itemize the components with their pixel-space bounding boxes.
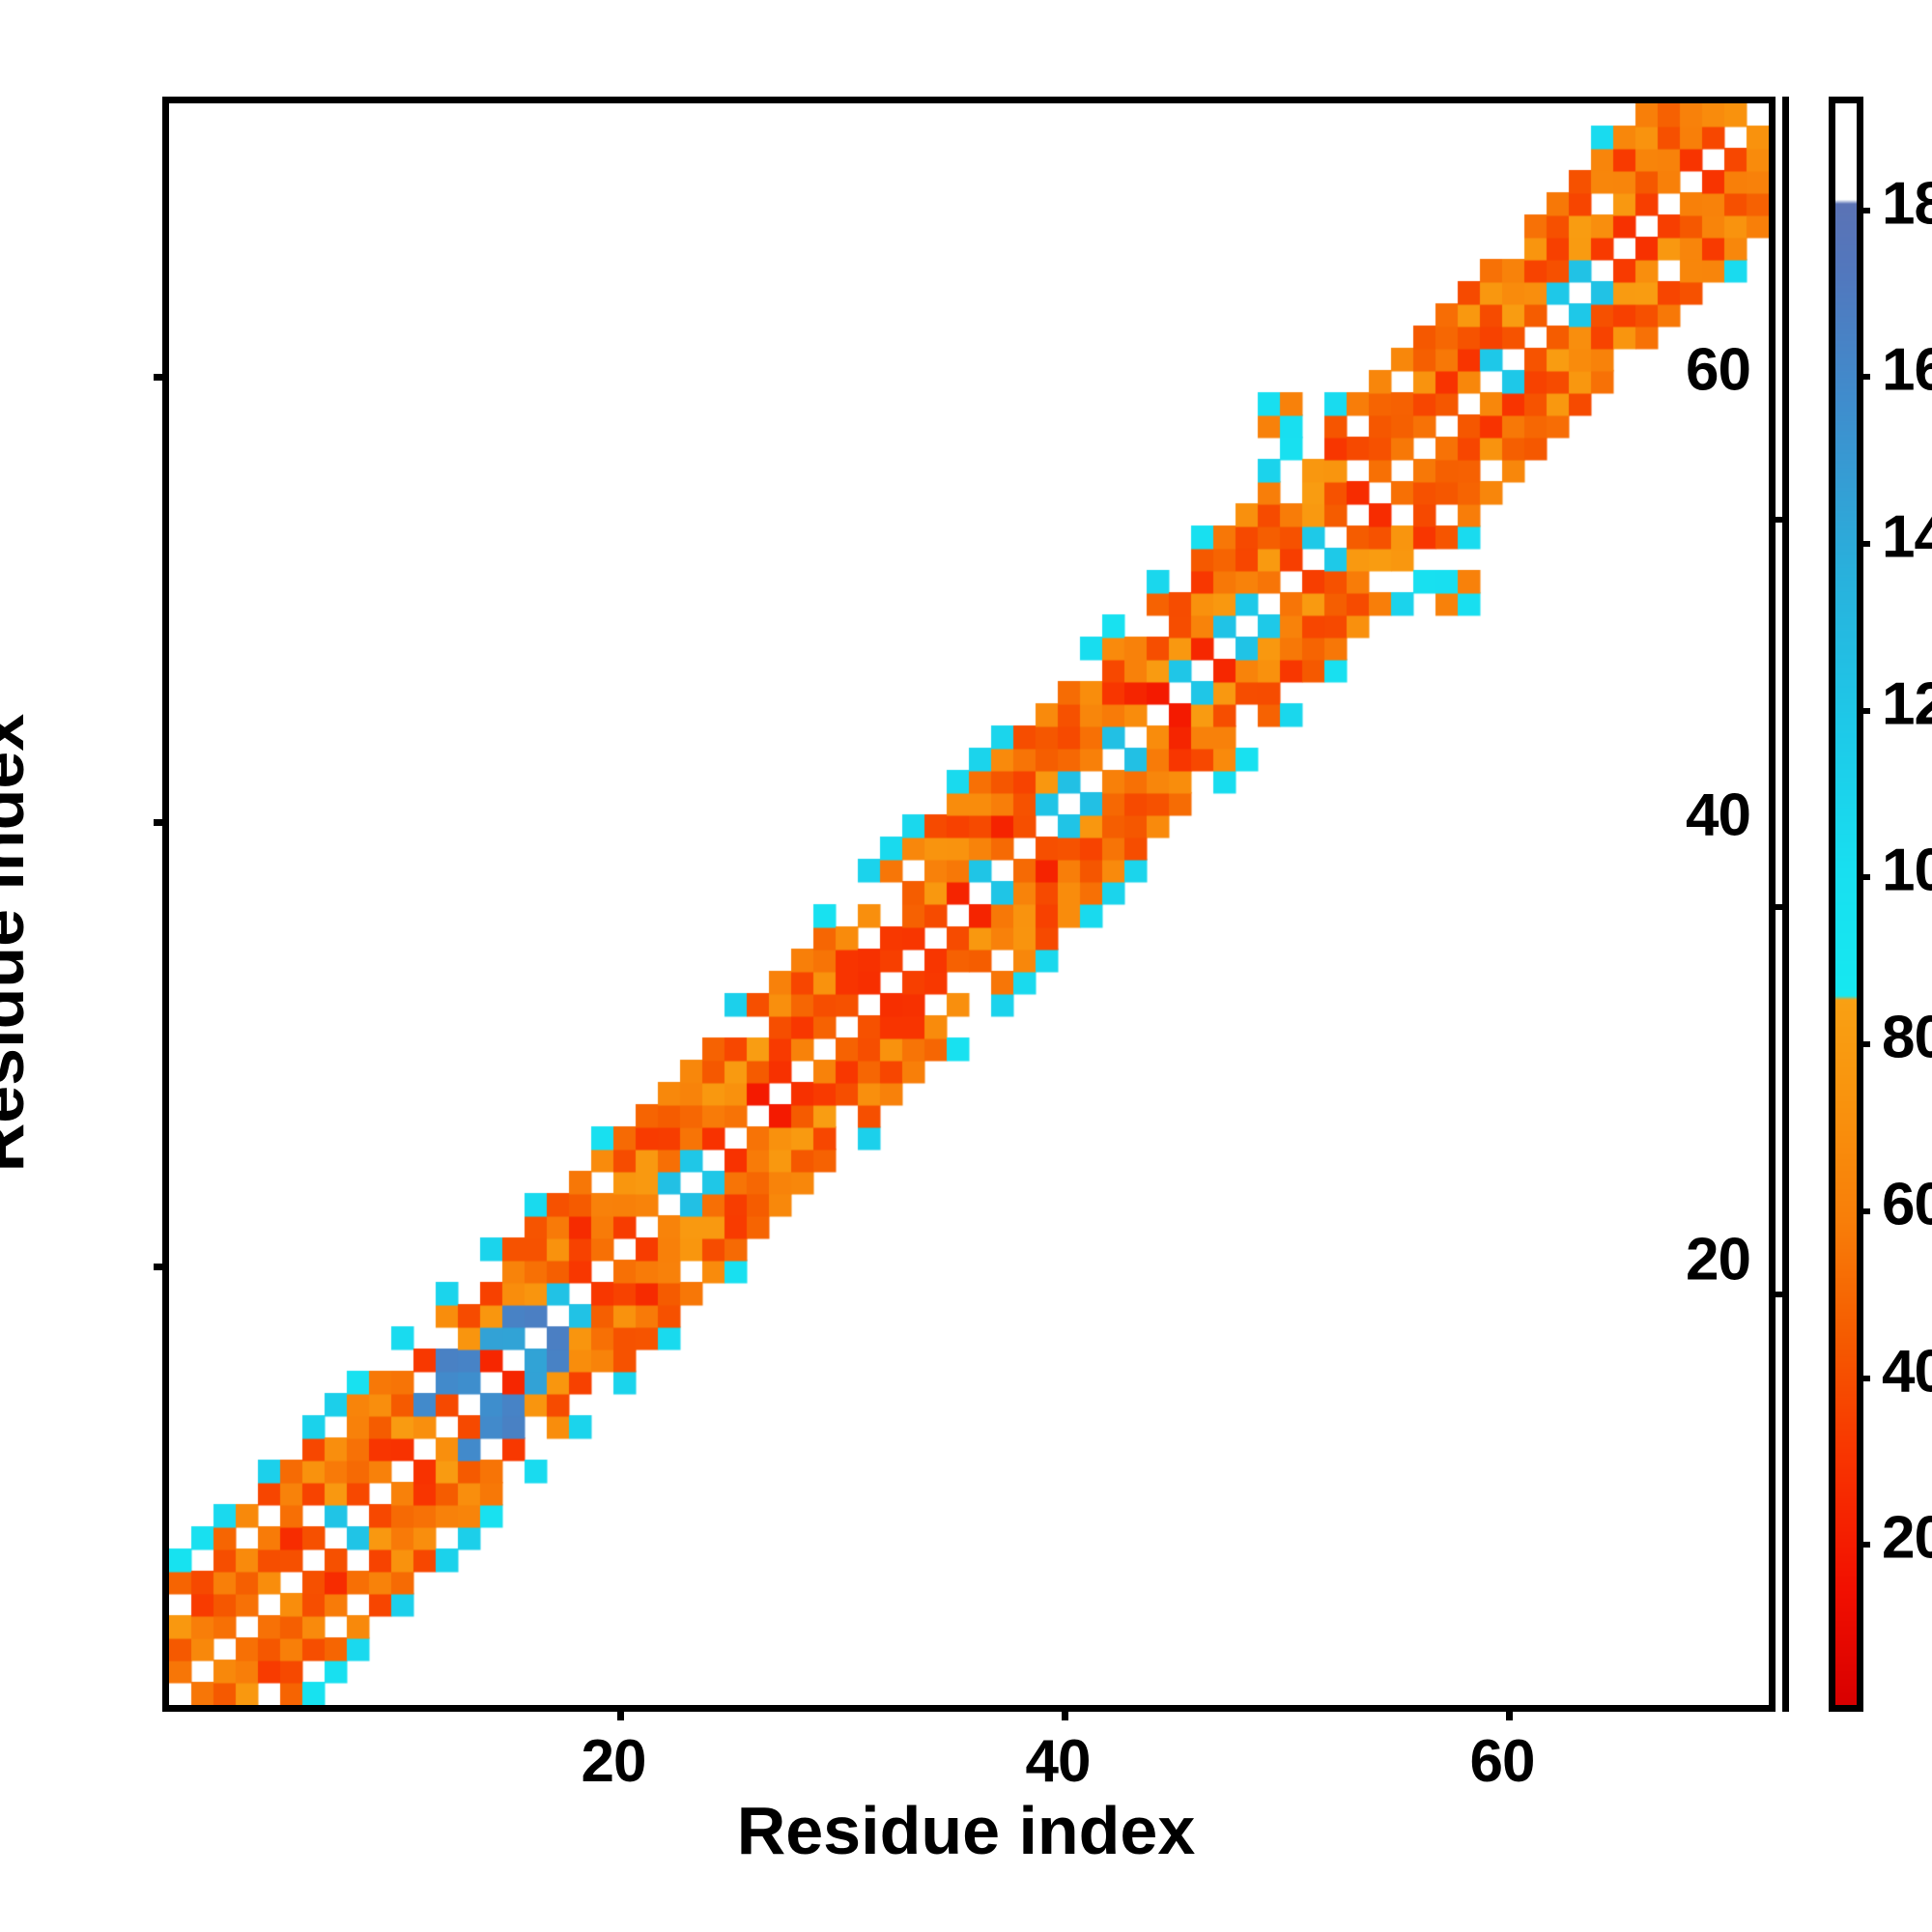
- y-tick-label: 40: [1686, 781, 1751, 849]
- x-tick-label: 20: [581, 1728, 647, 1795]
- y-tick-mark: [154, 1264, 169, 1271]
- colorbar-outer-minor-tick: [1769, 516, 1782, 523]
- colorbar-outer-minor-tick: [1769, 1292, 1782, 1298]
- colorbar-outer-minor-tick: [1769, 904, 1782, 910]
- heatmap-canvas: [169, 103, 1769, 1705]
- colorbar-tick-mark: [1857, 1542, 1870, 1548]
- colorbar: [1829, 97, 1870, 1712]
- colorbar-tick-mark: [1857, 707, 1870, 714]
- y-tick-mark: [154, 818, 169, 826]
- colorbar-tick-label: 120: [1882, 670, 1932, 738]
- colorbar-outer-axis-line: [1769, 97, 1789, 1712]
- colorbar-tick-mark: [1857, 874, 1870, 881]
- colorbar-tick-label: 20: [1882, 1504, 1932, 1572]
- y-axis-label: Residue index: [0, 713, 38, 1173]
- x-tick-mark: [1506, 1705, 1513, 1720]
- colorbar-tick-mark: [1857, 374, 1870, 381]
- x-axis-label: Residue index: [736, 1793, 1196, 1868]
- colorbar-tick-label: 180: [1882, 170, 1932, 238]
- colorbar-tick-mark: [1857, 1375, 1870, 1381]
- colorbar-tick-label: 60: [1882, 1171, 1932, 1238]
- y-tick-label: 60: [1686, 336, 1751, 404]
- x-tick-label: 40: [1025, 1728, 1092, 1795]
- colorbar-tick-label: 160: [1882, 336, 1932, 404]
- colorbar-tick-mark: [1857, 1041, 1870, 1048]
- colorbar-tick-label: 140: [1882, 503, 1932, 571]
- x-tick-mark: [617, 1705, 624, 1720]
- colorbar-tick-label: 40: [1882, 1338, 1932, 1406]
- x-tick-label: 60: [1469, 1728, 1536, 1795]
- colorbar-gradient: [1835, 103, 1857, 1705]
- colorbar-tick-label: 100: [1882, 837, 1932, 904]
- y-tick-mark: [154, 374, 169, 382]
- y-tick-label: 20: [1686, 1226, 1751, 1293]
- x-tick-mark: [1062, 1705, 1068, 1720]
- heatmap-plot-area: [154, 97, 1776, 1720]
- colorbar-tick-mark: [1857, 207, 1870, 213]
- colorbar-tick-mark: [1857, 1208, 1870, 1214]
- colorbar-tick-label: 80: [1882, 1004, 1932, 1071]
- colorbar-tick-mark: [1857, 541, 1870, 548]
